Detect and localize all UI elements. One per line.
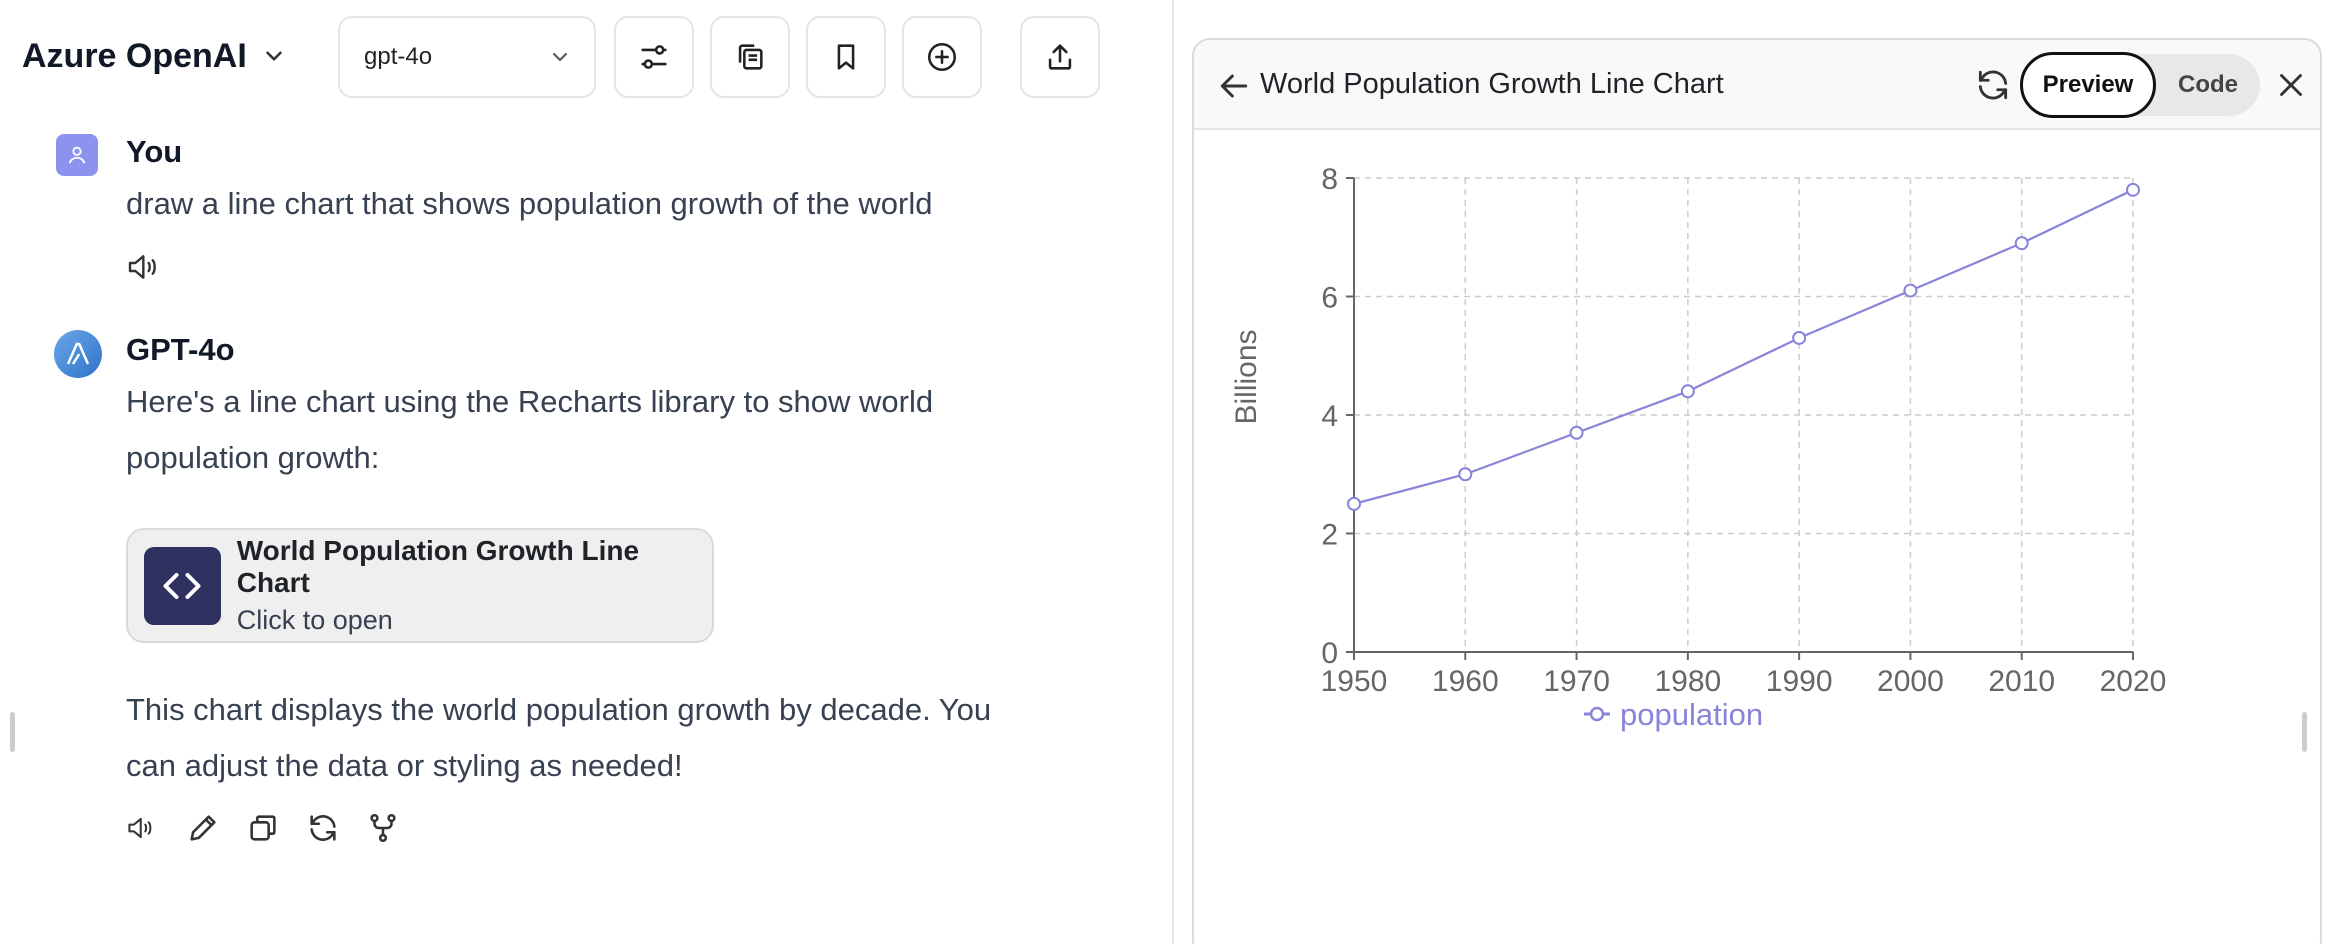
azure-logo-icon [66,342,90,365]
person-icon [68,146,86,164]
duplicate-conversation-button[interactable] [710,16,790,98]
close-icon[interactable] [2272,66,2310,104]
data-point [1347,496,1361,511]
data-point [2014,236,2029,251]
chevron-down-icon [553,53,567,61]
data-point [1680,384,1695,399]
speaker-icon[interactable] [126,250,166,284]
y-tick-label: 4 [1321,400,1338,433]
x-tick-label: 1970 [1543,665,1610,698]
artifact-subtitle: Click to open [236,605,393,635]
sliders-icon [641,45,667,69]
x-tick-label: 2020 [2100,665,2167,698]
view-toggle: Preview Code [2020,52,2260,118]
refresh-icon [310,815,336,841]
artifact-title: World Population Growth Line Chart [236,535,640,598]
series-line-population [1353,188,2134,505]
arrow-left-icon[interactable] [1214,66,1254,106]
x-tick-label: 2010 [1988,665,2055,698]
bookmark-icon [837,44,855,70]
fork-button[interactable] [364,808,402,848]
speaker-icon [128,817,152,839]
read-aloud-button[interactable] [124,808,162,848]
share-icon [1048,44,1072,70]
code-brackets-icon [163,572,201,599]
assistant-intro-line1: Here's a line chart using the Recharts l… [126,384,934,419]
resize-handle[interactable] [2302,712,2307,752]
tab-code[interactable]: Code [2178,71,2238,98]
resize-handle[interactable] [10,712,15,752]
legend-swatch-marker [1589,706,1605,722]
data-point [1792,330,1807,345]
pencil-icon [190,815,216,841]
bookmark-button[interactable] [806,16,886,98]
data-point [1903,283,1918,298]
model-select[interactable]: gpt-4o [338,16,596,98]
artifact-icon [144,546,221,625]
copy-button[interactable] [244,808,282,848]
share-button[interactable] [1020,16,1100,98]
endpoint-selector[interactable]: Azure OpenAI [22,30,287,82]
artifact-panel: World Population Growth Line Chart Previ… [1192,38,2322,944]
x-tick-label: 1980 [1654,665,1721,698]
edit-button[interactable] [184,808,222,848]
tab-preview[interactable]: Preview [2020,52,2156,118]
new-chat-button[interactable] [902,16,982,98]
assistant-author: GPT-4o [126,332,235,367]
copy-icon [738,44,763,70]
parameters-button[interactable] [614,16,694,98]
y-tick-label: 0 [1321,637,1338,670]
data-point [2126,182,2140,197]
message-actions [124,808,402,848]
pane-divider[interactable] [1172,0,1174,944]
refresh-icon[interactable] [1974,66,2012,104]
assistant-avatar [54,330,102,378]
regenerate-button[interactable] [304,808,342,848]
user-avatar [56,134,98,176]
x-tick-label: 1990 [1766,665,1833,698]
artifact-panel-title: World Population Growth Line Chart [1260,68,1724,100]
data-point [1569,425,1584,440]
artifact-panel-header: World Population Growth Line Chart Previ… [1194,40,2320,130]
x-tick-label: 1960 [1432,665,1499,698]
x-tick-label: 1950 [1321,665,1388,698]
artifact-card[interactable]: World Population Growth Line Chart Click… [126,528,714,643]
endpoint-label: Azure OpenAI [22,36,247,75]
data-point [1458,467,1473,482]
user-message-text: draw a line chart that shows population … [126,186,933,221]
fork-icon [370,813,396,843]
y-tick-label: 6 [1321,282,1338,315]
plus-circle-icon [927,42,957,72]
chat-pane: Azure OpenAI gpt-4o You draw a line char… [10,16,1100,848]
assistant-outro-line2: can adjust the data or styling as needed… [126,748,683,783]
y-tick-label: 8 [1321,163,1338,196]
user-author: You [126,134,183,169]
chevron-down-icon [266,51,282,61]
x-tick-label: 2000 [1877,665,1944,698]
assistant-outro-line1: This chart displays the world population… [126,692,992,727]
population-line-chart: 0 2 4 6 8 1950 1960 1970 1980 1990 2000 2010 2020 Bil… [1230,163,2167,732]
model-select-value: gpt-4o [364,43,433,70]
y-tick-label: 2 [1321,519,1338,552]
y-axis-label: Billions [1230,329,1263,424]
legend-label: population [1620,697,1763,732]
assistant-intro-line2: population growth: [126,440,380,475]
copy-icon [250,815,276,841]
